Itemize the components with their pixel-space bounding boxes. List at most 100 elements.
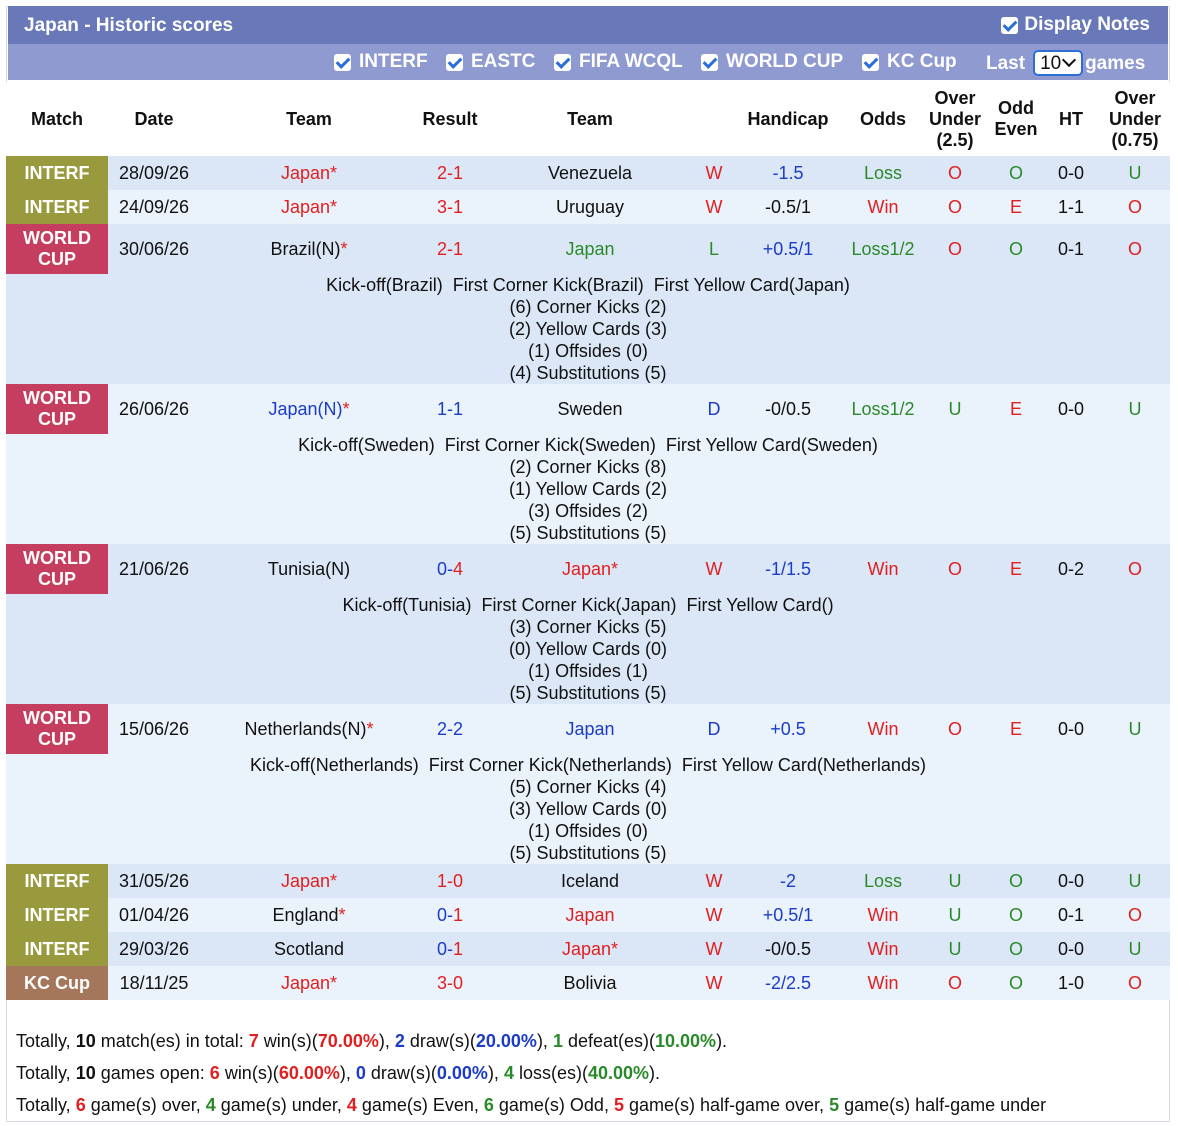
total-games: 10 [75, 1063, 96, 1083]
over-under: O [920, 704, 990, 754]
text: Totally, [16, 1063, 76, 1083]
checkbox-icon[interactable] [862, 53, 879, 71]
wins-pct: 70.00% [317, 1031, 379, 1051]
odds-result: Win [846, 704, 920, 754]
filter-label: FIFA WCQL [579, 51, 683, 72]
match-result[interactable]: 0-1 [418, 932, 482, 966]
away-team[interactable]: Bolivia [482, 966, 698, 1000]
stats-yellow-cards: (3) Yellow Cards (0) [508, 799, 668, 819]
competition-badge[interactable]: WORLD CUP [6, 704, 108, 754]
home-team[interactable]: Netherlands(N)* [200, 704, 418, 754]
draws-pct: 0.00% [436, 1063, 488, 1083]
checkbox-icon[interactable] [446, 53, 463, 71]
match-result[interactable]: 2-1 [418, 224, 482, 274]
losses-count: 4 [503, 1063, 514, 1083]
table-row[interactable]: INTERF 24/09/26 Japan* 3-1 Uruguay W -0.… [6, 190, 1170, 224]
away-team[interactable]: Iceland [482, 864, 698, 898]
display-notes-checkbox[interactable] [1001, 16, 1019, 34]
filter-interf[interactable]: INTERF [334, 51, 428, 73]
col-label: Under [1108, 108, 1161, 129]
away-team[interactable]: Japan [482, 224, 698, 274]
table-row[interactable]: WORLD CUP 30/06/26 Brazil(N)* 2-1 Japan L… [6, 224, 1170, 274]
competition-badge[interactable]: WORLD CUP [6, 544, 108, 594]
half-time-score: 0-0 [1042, 864, 1100, 898]
match-date: 24/09/26 [108, 190, 200, 224]
filter-world-cup[interactable]: WORLD CUP [701, 51, 843, 73]
text: game(s) half-game over, [623, 1095, 830, 1115]
stats-substitutions: (5) Substitutions (5) [509, 843, 667, 863]
odd-even: E [990, 384, 1042, 434]
match-result[interactable]: 3-0 [418, 966, 482, 1000]
away-team[interactable]: Sweden [482, 384, 698, 434]
away-team[interactable]: Japan [482, 898, 698, 932]
text: ), [378, 1031, 395, 1051]
competition-badge[interactable]: INTERF [6, 932, 108, 966]
table-row[interactable]: INTERF 28/09/26 Japan* 2-1 Venezuela W -… [6, 156, 1170, 190]
odds-result: Win [846, 544, 920, 594]
table-row[interactable]: INTERF 01/04/26 England* 0-1 Japan W +0.… [6, 898, 1170, 932]
over-under-075: O [1100, 190, 1170, 224]
match-result[interactable]: 1-1 [418, 384, 482, 434]
text: ). [716, 1031, 728, 1051]
home-team[interactable]: Japan* [200, 966, 418, 1000]
home-team[interactable]: Japan* [200, 156, 418, 190]
last-games-control: Last 10 games [986, 50, 1145, 77]
checkbox-icon[interactable] [554, 53, 571, 71]
home-team[interactable]: Japan* [200, 190, 418, 224]
stats-offsides: (1) Offsides (1) [528, 661, 648, 681]
away-team[interactable]: Japan* [482, 544, 698, 594]
match-date: 21/06/26 [108, 544, 200, 594]
col-result: Result [418, 82, 482, 156]
stats-firsts: Kick-off(Netherlands) First Corner Kick(… [250, 755, 926, 775]
match-result[interactable]: 0-1 [418, 898, 482, 932]
match-result[interactable]: 3-1 [418, 190, 482, 224]
away-team[interactable]: Japan [482, 704, 698, 754]
stats-corners: (2) Corner Kicks (8) [509, 457, 667, 477]
odd-even: O [990, 932, 1042, 966]
filter-eastc[interactable]: EASTC [446, 51, 535, 73]
match-date: 26/06/26 [108, 384, 200, 434]
checkbox-icon[interactable] [701, 53, 718, 71]
display-notes-toggle[interactable]: Display Notes [1001, 14, 1150, 36]
home-team[interactable]: Brazil(N)* [200, 224, 418, 274]
select-value: 10 [1040, 53, 1062, 74]
score-away: 1 [453, 196, 464, 217]
home-team[interactable]: England* [200, 898, 418, 932]
away-team[interactable]: Uruguay [482, 190, 698, 224]
table-row[interactable]: INTERF 29/03/26 Scotland 0-1 Japan* W -0… [6, 932, 1170, 966]
competition-badge[interactable]: INTERF [6, 898, 108, 932]
over-under: U [920, 898, 990, 932]
over-under-075: U [1100, 932, 1170, 966]
filter-fifa-wcql[interactable]: FIFA WCQL [554, 51, 683, 73]
competition-badge[interactable]: INTERF [6, 190, 108, 224]
table-row[interactable]: WORLD CUP 26/06/26 Japan(N)* 1-1 Sweden D… [6, 384, 1170, 434]
table-row[interactable]: INTERF 31/05/26 Japan* 1-0 Iceland W -2 … [6, 864, 1170, 898]
home-team[interactable]: Japan* [200, 864, 418, 898]
home-team[interactable]: Japan(N)* [200, 384, 418, 434]
match-result[interactable]: 0-4 [418, 544, 482, 594]
away-team[interactable]: Venezuela [482, 156, 698, 190]
match-result[interactable]: 1-0 [418, 864, 482, 898]
home-team[interactable]: Scotland [200, 932, 418, 966]
away-team[interactable]: Japan* [482, 932, 698, 966]
competition-badge[interactable]: INTERF [6, 864, 108, 898]
match-result[interactable]: 2-1 [418, 156, 482, 190]
checkbox-icon[interactable] [334, 53, 351, 71]
stats-offsides: (3) Offsides (2) [528, 501, 648, 521]
table-row[interactable]: WORLD CUP 21/06/26 Tunisia(N) 0-4 Japan* … [6, 544, 1170, 594]
competition-badge[interactable]: INTERF [6, 156, 108, 190]
competition-badge[interactable]: WORLD CUP [6, 224, 108, 274]
table-row[interactable]: KC Cup 18/11/25 Japan* 3-0 Bolivia W -2/… [6, 966, 1170, 1000]
match-date: 31/05/26 [108, 864, 200, 898]
competition-badge[interactable]: KC Cup [6, 966, 108, 1000]
defeats-count: 1 [552, 1031, 563, 1051]
filter-kc-cup[interactable]: KC Cup [862, 51, 957, 73]
table-row[interactable]: WORLD CUP 15/06/26 Netherlands(N)* 2-2 Ja… [6, 704, 1170, 754]
match-result[interactable]: 2-2 [418, 704, 482, 754]
stats-offsides: (1) Offsides (0) [528, 821, 648, 841]
competition-badge[interactable]: WORLD CUP [6, 384, 108, 434]
last-games-select[interactable]: 10 [1033, 50, 1084, 76]
col-label: (0.75) [1111, 129, 1159, 150]
over-under-075: U [1100, 704, 1170, 754]
home-team[interactable]: Tunisia(N) [200, 544, 418, 594]
